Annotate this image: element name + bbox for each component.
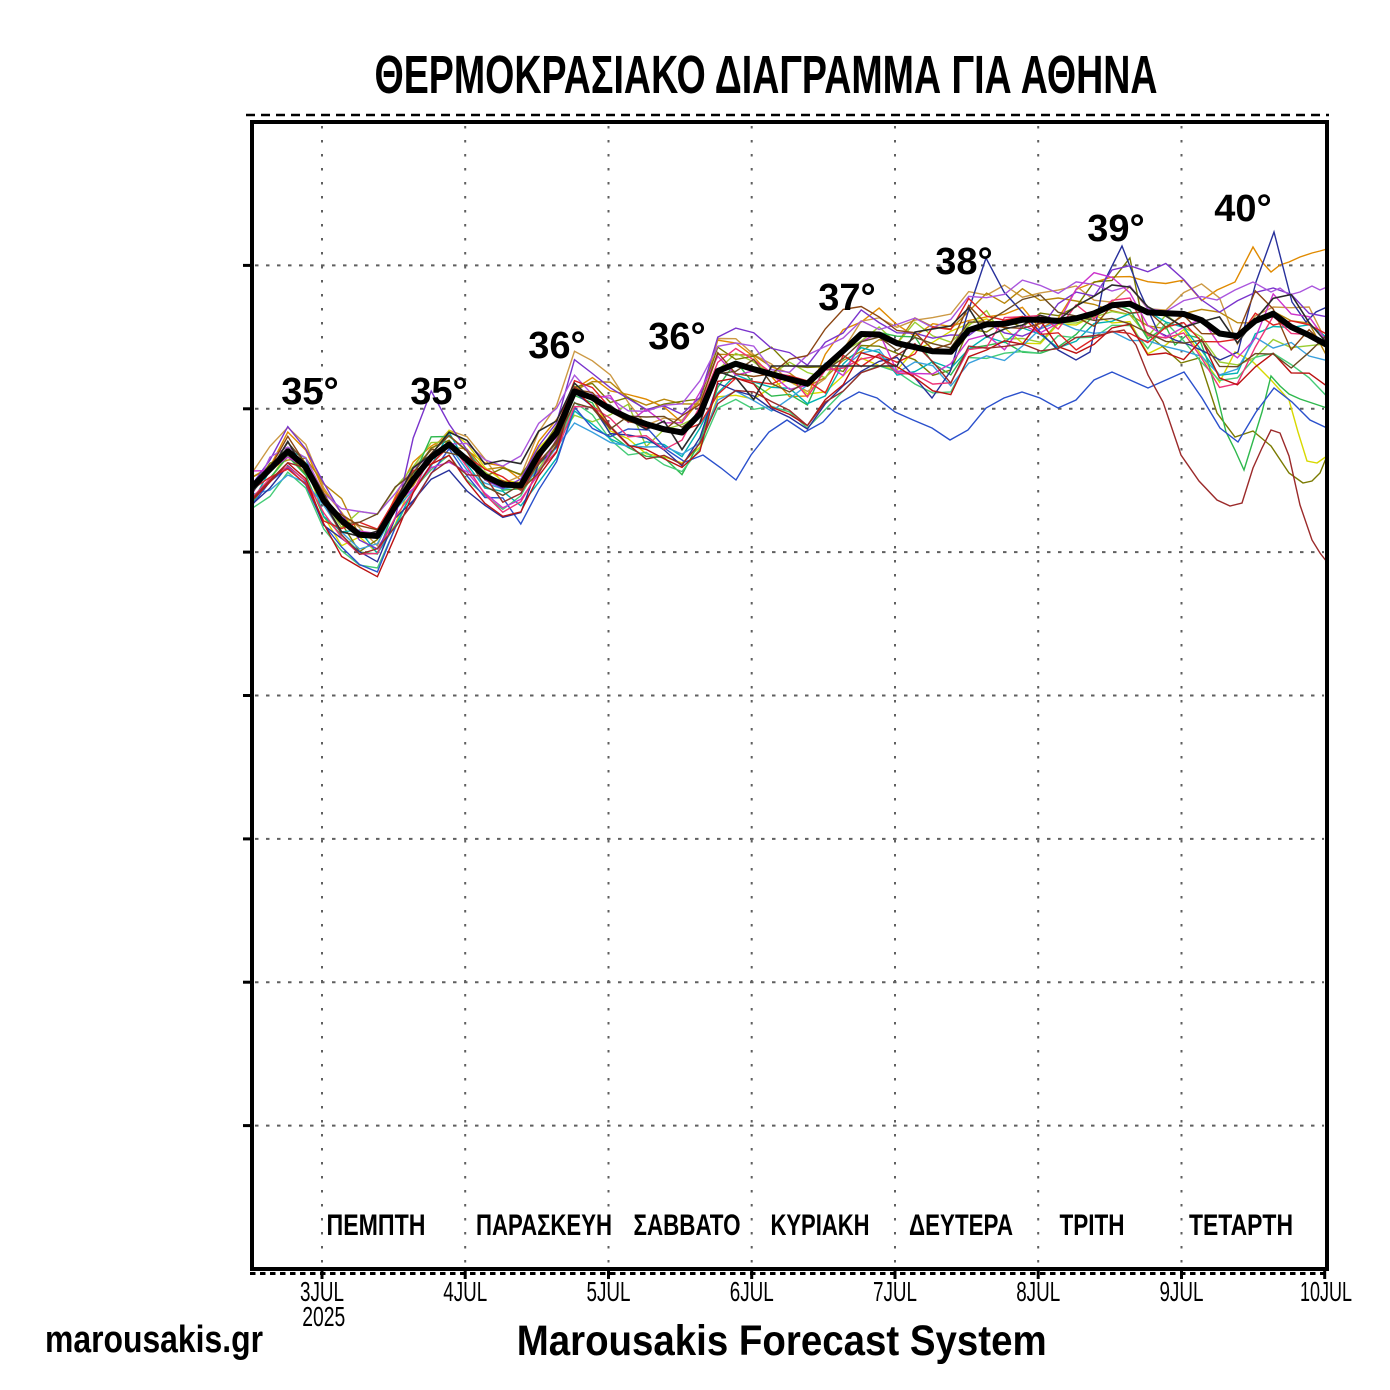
svg-text:8JUL: 8JUL [1016, 1276, 1060, 1307]
svg-text:2025: 2025 [302, 1301, 345, 1332]
svg-text:ΠΕΜΠΤΗ: ΠΕΜΠΤΗ [327, 1209, 426, 1242]
svg-text:39°: 39° [1087, 208, 1144, 250]
svg-text:36°: 36° [528, 325, 585, 367]
svg-text:36°: 36° [648, 316, 705, 358]
svg-text:Marousakis Forecast System: Marousakis Forecast System [517, 1317, 1047, 1365]
svg-text:ΤΡΙΤΗ: ΤΡΙΤΗ [1060, 1209, 1125, 1242]
svg-text:35°: 35° [281, 371, 338, 413]
svg-text:9JUL: 9JUL [1159, 1276, 1203, 1307]
svg-text:5JUL: 5JUL [586, 1276, 630, 1307]
svg-text:10JUL: 10JUL [1300, 1276, 1352, 1307]
svg-text:ΔΕΥΤΕΡΑ: ΔΕΥΤΕΡΑ [909, 1209, 1013, 1242]
svg-text:ΠΑΡΑΣΚΕΥΗ: ΠΑΡΑΣΚΕΥΗ [476, 1209, 612, 1242]
svg-text:7JUL: 7JUL [873, 1276, 917, 1307]
svg-text:ΤΕΤΑΡΤΗ: ΤΕΤΑΡΤΗ [1189, 1209, 1293, 1242]
svg-text:marousakis.gr: marousakis.gr [45, 1319, 263, 1361]
svg-text:ΚΥΡΙΑΚΗ: ΚΥΡΙΑΚΗ [771, 1209, 870, 1242]
svg-text:ΣΑΒΒΑΤΟ: ΣΑΒΒΑΤΟ [634, 1209, 741, 1242]
svg-text:ΘΕΡΜΟΚΡΑΣΙΑΚΟ ΔΙΑΓΡΑΜΜΑ ΓΙΑ ΑΘ: ΘΕΡΜΟΚΡΑΣΙΑΚΟ ΔΙΑΓΡΑΜΜΑ ΓΙΑ ΑΘΗΝΑ [375, 45, 1158, 105]
svg-text:37°: 37° [818, 277, 875, 319]
svg-text:3JUL: 3JUL [300, 1276, 344, 1307]
svg-text:6JUL: 6JUL [730, 1276, 774, 1307]
svg-text:35°: 35° [410, 371, 467, 413]
svg-text:4JUL: 4JUL [443, 1276, 487, 1307]
svg-text:40°: 40° [1214, 188, 1271, 230]
svg-text:38°: 38° [935, 241, 992, 283]
